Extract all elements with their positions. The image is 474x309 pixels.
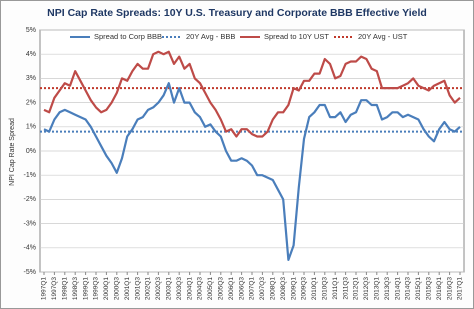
x-tick-label: 2007Q1 <box>249 277 256 301</box>
y-tick-label: 1% <box>26 124 36 131</box>
legend-label: 20Y Avg - BBB <box>186 32 235 41</box>
x-tick-label: 2005Q1 <box>207 277 214 301</box>
y-tick-label: -2% <box>24 196 36 203</box>
x-tick-label: 2012Q3 <box>363 277 370 301</box>
x-tick-label: 2009Q3 <box>301 277 308 301</box>
y-tick-label: -5% <box>24 269 36 276</box>
y-tick-label: 0% <box>26 148 36 155</box>
x-tick-label: 2000Q3 <box>114 277 121 301</box>
x-tick-label: 2013Q3 <box>384 277 391 301</box>
x-tick-label: 1997Q1 <box>41 277 48 301</box>
x-tick-label: 2015Q3 <box>426 277 433 301</box>
x-tick-label: 1998Q1 <box>62 277 69 301</box>
y-tick-label: -3% <box>24 220 36 227</box>
x-tick-label: 2003Q3 <box>176 277 183 301</box>
x-tick-label: 2012Q1 <box>353 277 360 301</box>
x-tick-label: 2003Q1 <box>166 277 173 301</box>
x-tick-label: 2015Q1 <box>415 277 422 301</box>
x-tick-label: 2007Q3 <box>259 277 266 301</box>
x-tick-label: 2010Q3 <box>322 277 329 301</box>
data-line <box>43 50 461 138</box>
y-axis-label: NPI Cap Rate Spread <box>9 118 16 186</box>
y-tick-label: -4% <box>24 245 36 252</box>
x-tick-label: 2001Q3 <box>134 277 141 301</box>
x-tick-label: 2016Q3 <box>446 277 453 301</box>
x-tick-label: 2002Q3 <box>155 277 162 301</box>
y-tick-label: 2% <box>26 99 36 106</box>
x-tick-label: 2016Q1 <box>436 277 443 301</box>
x-tick-label: 2009Q1 <box>290 277 297 301</box>
x-tick-label: 2008Q1 <box>270 277 277 301</box>
x-tick-label: 2010Q1 <box>311 277 318 301</box>
x-tick-label: 2008Q3 <box>280 277 287 301</box>
x-tick-label: 1999Q1 <box>82 277 89 301</box>
x-tick-label: 1997Q3 <box>51 277 58 301</box>
x-tick-label: 2002Q1 <box>145 277 152 301</box>
x-tick-label: 2005Q3 <box>218 277 225 301</box>
x-tick-label: 1999Q3 <box>93 277 100 301</box>
x-tick-label: 2011Q1 <box>332 277 339 300</box>
x-tick-label: 2004Q1 <box>186 277 193 301</box>
x-tick-label: 2000Q1 <box>103 277 110 301</box>
y-tick-label: -1% <box>24 172 36 179</box>
legend-label: Spread to Corp BBB <box>94 32 162 41</box>
x-tick-label: 2014Q1 <box>394 277 401 301</box>
data-line <box>43 82 461 261</box>
x-tick-label: 2006Q1 <box>228 277 235 301</box>
legend-label: Spread to 10Y UST <box>264 32 329 41</box>
x-tick-label: 2011Q3 <box>342 277 349 300</box>
x-tick-label: 2013Q1 <box>374 277 381 301</box>
y-tick-label: 3% <box>26 75 36 82</box>
x-tick-label: 2006Q3 <box>238 277 245 301</box>
x-tick-label: 2004Q3 <box>197 277 204 301</box>
x-tick-label: 2017Q1 <box>457 277 464 301</box>
x-tick-label: 2001Q1 <box>124 277 131 301</box>
y-tick-label: 4% <box>26 51 36 58</box>
x-tick-label: 1998Q3 <box>72 277 79 301</box>
x-tick-label: 2014Q3 <box>405 277 412 301</box>
legend-label: 20Y Avg - UST <box>358 32 408 41</box>
y-tick-label: 5% <box>26 27 36 34</box>
chart-title: NPI Cap Rate Spreads: 10Y U.S. Treasury … <box>47 7 427 19</box>
